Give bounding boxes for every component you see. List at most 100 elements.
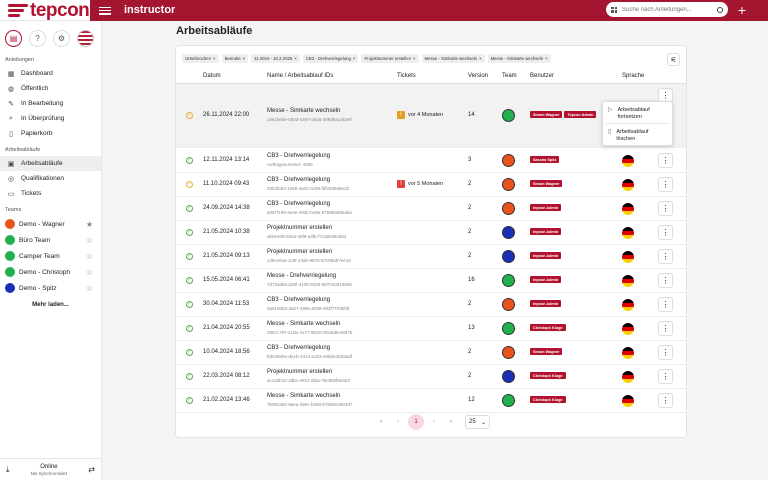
- col-team[interactable]: Team: [502, 73, 517, 79]
- current-page[interactable]: 1: [408, 414, 424, 430]
- table-row[interactable]: ✓ 12.11.2024 13:14 CB3 - Drehverriegelung A…: [176, 149, 686, 173]
- sidebar-item-dashboard[interactable]: ▦ Dashboard: [7, 70, 53, 78]
- star-outline-icon[interactable]: ☆: [85, 267, 93, 277]
- last-page-icon[interactable]: »: [449, 419, 453, 425]
- row-name[interactable]: CB3 - Drehverriegelung: [267, 177, 331, 183]
- sidebar-item-in-bearbeitung[interactable]: ✎ In Bearbeitung: [8, 100, 64, 108]
- star-outline-icon[interactable]: ☆: [85, 251, 93, 261]
- more-options-icon[interactable]: ⋮: [658, 345, 673, 360]
- table-row[interactable]: – 26.11.2024 22:00 Messe - Simkarte wechse…: [176, 84, 686, 148]
- sidebar-item-qualifikationen[interactable]: ◎ Qualifikationen: [7, 175, 64, 183]
- row-name[interactable]: CB3 - Drehverriegelung: [267, 345, 331, 351]
- close-icon[interactable]: ×: [294, 56, 297, 61]
- more-options-icon[interactable]: ⋮: [658, 369, 673, 384]
- menu-item-delete[interactable]: ▯ Arbeitsablauf löschen: [608, 129, 649, 142]
- row-name[interactable]: CB3 - Drehverriegelung: [267, 201, 331, 207]
- done-status-icon: ✓: [186, 205, 193, 212]
- sidebar-item-arbeitsablaeufe[interactable]: ▣ Arbeitsabläufe: [0, 156, 101, 171]
- sidebar-item-papierkorb[interactable]: ▯ Papierkorb: [0, 126, 101, 141]
- plus-icon[interactable]: +: [737, 2, 746, 18]
- close-icon[interactable]: ×: [213, 56, 216, 61]
- workspace-icon[interactable]: ▤: [5, 30, 22, 47]
- row-name[interactable]: Messe - Simkarte wechseln: [267, 321, 341, 327]
- page-size-select[interactable]: 25 ⌄: [465, 415, 490, 429]
- table-row[interactable]: ✓ 21.02.2024 13:46 Messe - Simkarte wechse…: [176, 389, 686, 413]
- next-page-icon[interactable]: ›: [433, 419, 435, 425]
- menu-icon[interactable]: [98, 5, 112, 17]
- sidebar-item-tickets[interactable]: ▭ Tickets: [7, 190, 42, 198]
- search-input[interactable]: [622, 6, 712, 13]
- close-icon[interactable]: ×: [413, 56, 416, 61]
- more-options-icon[interactable]: ⋮: [658, 273, 673, 288]
- row-name[interactable]: Projektnummer erstellen: [267, 249, 333, 255]
- language-flag-icon[interactable]: [77, 30, 94, 47]
- sync-icon[interactable]: ⇄: [88, 465, 95, 474]
- row-name[interactable]: CB3 - Drehverriegelung: [267, 153, 331, 159]
- filter-chip[interactable]: Messe - Simkarte wechseln ×: [421, 54, 485, 63]
- team-item[interactable]: Demo - Wagner ★: [0, 216, 101, 232]
- search-bar[interactable]: [606, 2, 728, 17]
- row-name[interactable]: Messe - Simkarte wechseln: [267, 108, 341, 114]
- more-options-icon[interactable]: ⋮: [658, 321, 673, 336]
- filter-chip[interactable]: Messe - Simkarte wechseln ×: [487, 54, 551, 63]
- more-options-icon[interactable]: ⋮: [658, 393, 673, 408]
- col-name[interactable]: Name / Arbeitsablauf IDs: [267, 73, 334, 79]
- sidebar-item-in-ueberpruefung[interactable]: ⌕ In Überprüfung: [0, 111, 101, 126]
- star-outline-icon[interactable]: ☆: [85, 283, 93, 293]
- filter-chip[interactable]: CB3 - Drehverriegelung ×: [302, 54, 359, 63]
- gear-icon[interactable]: ⚙: [53, 30, 70, 47]
- load-more-link[interactable]: Mehr laden...: [32, 302, 69, 308]
- search-icon[interactable]: [717, 6, 723, 13]
- filter-chip[interactable]: Projektnummer erstellen ×: [361, 54, 419, 63]
- table-row[interactable]: ✓ 21.05.2024 10:38 Projektnummer erstellen…: [176, 221, 686, 245]
- close-icon[interactable]: ×: [352, 56, 356, 61]
- table-row[interactable]: ✓ 10.04.2024 18:56 CB3 - Drehverriegelung b…: [176, 341, 686, 365]
- close-icon[interactable]: ×: [479, 56, 482, 61]
- table-row[interactable]: ✓ 22.03.2024 08:12 Projektnummer erstellen…: [176, 365, 686, 389]
- table-row[interactable]: ✓ 21.04.2024 20:55 Messe - Simkarte wechse…: [176, 317, 686, 341]
- filter-settings-icon[interactable]: ⚟: [667, 53, 680, 66]
- table-row[interactable]: ✓ 21.05.2024 09:13 Projektnummer erstellen…: [176, 245, 686, 269]
- more-options-icon[interactable]: ⋮: [658, 225, 673, 240]
- close-icon[interactable]: ×: [545, 56, 548, 61]
- team-item[interactable]: Camper Team ☆: [0, 248, 101, 264]
- sidebar-item-oeffentlich[interactable]: ◍ Öffentlich: [7, 85, 49, 93]
- team-item[interactable]: Demo - Christoph ☆: [0, 264, 101, 280]
- col-tickets[interactable]: Tickets: [397, 73, 416, 79]
- team-item[interactable]: Büro Team ☆: [0, 232, 101, 248]
- filter-chip[interactable]: Unterbrochen ×: [182, 54, 219, 63]
- filter-chip[interactable]: 11.2024 - 10.2.2025 ×: [251, 54, 300, 63]
- download-icon[interactable]: ⤓: [6, 464, 10, 474]
- more-options-icon[interactable]: ⋮: [658, 249, 673, 264]
- col-benutzer[interactable]: Benutzer: [530, 73, 555, 79]
- table-row[interactable]: ✓ 15.05.2024 06:41 Messe - Drehverriegelun…: [176, 269, 686, 293]
- ticket-badge[interactable]: ! vor 5 Monaten: [397, 180, 443, 188]
- close-icon[interactable]: ×: [242, 56, 246, 61]
- more-options-icon[interactable]: ⋮: [658, 177, 673, 192]
- table-row[interactable]: ✓ 30.04.2024 11:53 CB3 - Drehverriegelung 0…: [176, 293, 686, 317]
- col-sprache[interactable]: Sprache: [622, 73, 645, 79]
- table-row[interactable]: ✓ 24.09.2024 14:38 CB3 - Drehverriegelung a…: [176, 197, 686, 221]
- more-options-icon[interactable]: ⋮: [658, 153, 673, 168]
- grid-icon[interactable]: [611, 6, 617, 13]
- star-icon[interactable]: ★: [85, 219, 93, 229]
- col-datum[interactable]: Datum: [203, 73, 221, 79]
- filter-chip[interactable]: Beendet ×: [221, 54, 249, 63]
- col-version[interactable]: Version: [468, 73, 489, 79]
- row-name[interactable]: Projektnummer erstellen: [267, 225, 333, 231]
- menu-item-continue[interactable]: ▷ Arbeitsablauf fortsetzen: [608, 107, 650, 120]
- row-name[interactable]: Messe - Drehverriegelung: [267, 273, 337, 279]
- prev-page-icon[interactable]: ‹: [397, 419, 399, 425]
- row-id: 7b09ca62-8aea-490c-be80-b7b60ce903d7: [267, 402, 353, 407]
- first-page-icon[interactable]: «: [379, 419, 383, 425]
- more-options-icon[interactable]: ⋮: [658, 201, 673, 216]
- team-item[interactable]: Demo - Spitz ☆: [0, 280, 101, 296]
- more-options-icon[interactable]: ⋮: [658, 297, 673, 312]
- row-name[interactable]: Messe - Simkarte wechseln: [267, 393, 341, 399]
- row-name[interactable]: Projektnummer erstellen: [267, 369, 333, 375]
- row-name[interactable]: CB3 - Drehverriegelung: [267, 297, 331, 303]
- help-icon[interactable]: ?: [29, 30, 46, 47]
- table-row[interactable]: – 11.10.2024 09:43 CB3 - Drehverriegelung 0…: [176, 173, 686, 197]
- star-outline-icon[interactable]: ☆: [85, 235, 93, 245]
- ticket-badge[interactable]: ! vor 4 Monaten: [397, 111, 443, 119]
